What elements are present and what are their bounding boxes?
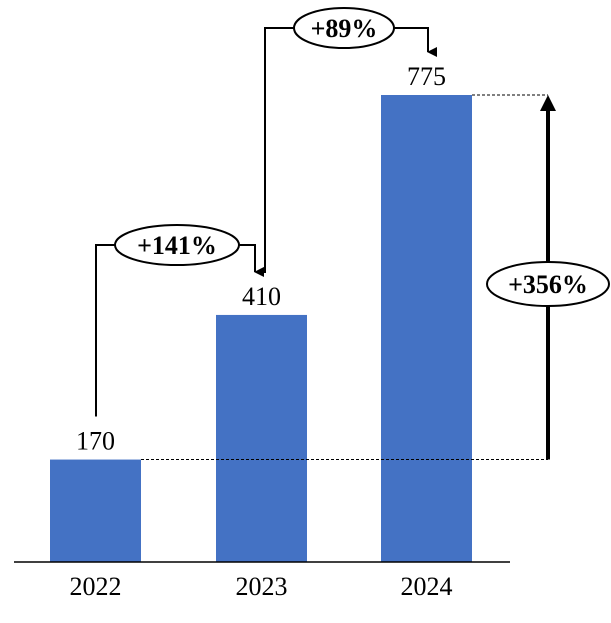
total-change-bubble xyxy=(486,261,610,307)
bar-2023 xyxy=(216,314,307,562)
step-change-bubble xyxy=(114,224,240,266)
step-change-label: +89% xyxy=(311,14,378,43)
total-change-label: +356% xyxy=(508,270,588,299)
data-label: 775 xyxy=(407,62,446,91)
arrow-head-icon xyxy=(540,95,556,111)
x-tick-label: 2022 xyxy=(70,572,122,601)
x-tick-label: 2023 xyxy=(236,572,288,601)
step-change-label: +141% xyxy=(137,231,217,260)
data-label: 170 xyxy=(76,427,115,456)
step-change-bubble xyxy=(293,7,395,49)
bar-2024 xyxy=(381,95,472,562)
x-tick-label: 2024 xyxy=(401,572,453,601)
bar-2022 xyxy=(50,459,141,562)
data-label: 410 xyxy=(242,282,281,311)
